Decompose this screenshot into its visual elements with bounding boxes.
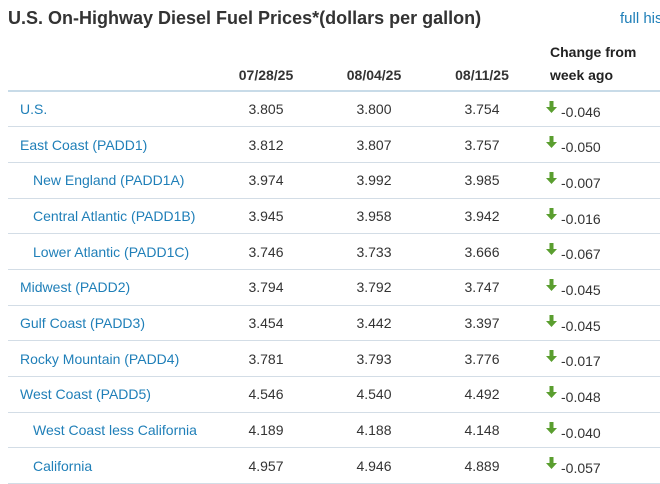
down-arrow-icon <box>546 136 557 149</box>
change-cell: -0.007 <box>536 162 660 198</box>
change-cell: -0.057 <box>536 448 660 484</box>
region-link[interactable]: West Coast (PADD5) <box>20 386 151 403</box>
table-row: Central Atlantic (PADD1B) 3.945 3.958 3.942… <box>8 198 660 234</box>
change-value: -0.016 <box>561 210 601 227</box>
price-cell: 4.492 <box>464 386 500 403</box>
price-cell: 3.754 <box>464 101 500 118</box>
change-cell: -0.046 <box>536 91 660 127</box>
price-cell: 4.189 <box>248 422 284 439</box>
price-cell: 3.776 <box>464 350 500 367</box>
change-cell: -0.045 <box>536 269 660 305</box>
down-arrow-icon <box>546 385 557 398</box>
price-cell: 3.958 <box>356 207 392 224</box>
price-cell: 4.957 <box>248 457 284 474</box>
price-cell: 3.794 <box>248 279 284 296</box>
table-row: Midwest (PADD2) 3.794 3.792 3.747 -0.045 <box>8 269 660 306</box>
down-arrow-icon <box>546 278 557 291</box>
region-link[interactable]: California <box>33 457 93 474</box>
change-value: -0.045 <box>561 317 601 334</box>
price-cell: 3.812 <box>248 136 284 153</box>
change-value: -0.045 <box>561 281 601 298</box>
change-cell: -0.016 <box>536 198 660 234</box>
down-arrow-icon <box>546 207 557 220</box>
region-link[interactable]: New England (PADD1A) <box>33 172 185 189</box>
table-row: East Coast (PADD1) 3.812 3.807 3.757 -0.050 <box>8 127 660 163</box>
change-header-line2: week ago <box>536 60 660 92</box>
region-link[interactable]: Gulf Coast (PADD3) <box>20 314 145 331</box>
price-cell: 4.148 <box>464 422 500 439</box>
change-value: -0.007 <box>561 174 601 191</box>
price-cell: 3.793 <box>356 350 392 367</box>
table-row: New England (PADD1A) 3.974 3.992 3.985 -0.00… <box>8 162 660 199</box>
change-value: -0.050 <box>561 139 601 156</box>
region-link[interactable]: Midwest (PADD2) <box>20 279 131 296</box>
change-cell: -0.067 <box>536 234 660 270</box>
down-arrow-icon <box>546 100 557 113</box>
price-cell: 3.733 <box>356 243 392 260</box>
price-cell: 3.992 <box>356 172 392 189</box>
price-cell: 3.397 <box>464 314 500 331</box>
header-empty <box>8 36 212 60</box>
region-link[interactable]: West Coast less California <box>33 422 197 439</box>
price-cell: 3.800 <box>356 101 392 118</box>
price-cell: 3.454 <box>248 314 284 331</box>
table-row: Rocky Mountain (PADD4) 3.781 3.793 3.776 -0.… <box>8 341 660 377</box>
down-arrow-icon <box>546 314 557 327</box>
region-link[interactable]: Rocky Mountain (PADD4) <box>20 350 180 367</box>
change-cell: -0.045 <box>536 305 660 341</box>
table-row: West Coast less California 4.189 4.188 4.14… <box>8 412 660 448</box>
change-value: -0.067 <box>561 246 601 263</box>
down-arrow-icon <box>546 421 557 434</box>
price-cell: 3.781 <box>248 350 284 367</box>
price-cell: 3.792 <box>356 279 392 296</box>
down-arrow-icon <box>546 350 557 363</box>
price-cell: 3.945 <box>248 207 284 224</box>
diesel-prices-table: Change from 07/28/25 08/04/25 08/11/25 w… <box>8 36 660 484</box>
column-header-date: 08/04/25 <box>320 60 428 92</box>
table-row: Gulf Coast (PADD3) 3.454 3.442 3.397 -0.045 <box>8 305 660 341</box>
price-cell: 3.942 <box>464 207 500 224</box>
change-value: -0.017 <box>561 353 601 370</box>
region-link[interactable]: Central Atlantic (PADD1B) <box>33 207 196 224</box>
change-value: -0.048 <box>561 388 601 405</box>
price-cell: 3.974 <box>248 172 284 189</box>
change-cell: -0.040 <box>536 412 660 448</box>
price-cell: 3.985 <box>464 172 500 189</box>
change-value: -0.046 <box>561 103 601 120</box>
price-cell: 3.746 <box>248 243 284 260</box>
change-value: -0.040 <box>561 424 601 441</box>
price-cell: 3.805 <box>248 101 284 118</box>
table-row: U.S. 3.805 3.800 3.754 -0.046 <box>8 91 660 127</box>
price-cell: 3.807 <box>356 136 392 153</box>
region-link[interactable]: U.S. <box>20 101 48 118</box>
column-header-date: 07/28/25 <box>212 60 320 92</box>
price-cell: 4.889 <box>464 457 500 474</box>
price-cell: 3.442 <box>356 314 392 331</box>
table-row: West Coast (PADD5) 4.546 4.540 4.492 -0.048 <box>8 377 660 413</box>
price-cell: 3.747 <box>464 279 500 296</box>
price-cell: 3.666 <box>464 243 500 260</box>
price-cell: 4.946 <box>356 457 392 474</box>
region-link[interactable]: East Coast (PADD1) <box>20 136 148 153</box>
change-header-line1: Change from <box>550 44 637 60</box>
price-cell: 4.188 <box>356 422 392 439</box>
price-cell: 4.540 <box>356 386 392 403</box>
change-cell: -0.048 <box>536 377 660 413</box>
page-title: U.S. On-Highway Diesel Fuel Prices*(doll… <box>8 8 482 28</box>
down-arrow-icon <box>546 171 557 184</box>
price-cell: 4.546 <box>248 386 284 403</box>
table-row: California 4.957 4.946 4.889 -0.057 <box>8 448 660 484</box>
full-history-link[interactable]: full his <box>620 10 660 27</box>
column-header-date: 08/11/25 <box>428 60 536 92</box>
down-arrow-icon <box>546 457 557 470</box>
region-link[interactable]: Lower Atlantic (PADD1C) <box>33 243 190 260</box>
change-cell: -0.017 <box>536 341 660 377</box>
down-arrow-icon <box>546 243 557 256</box>
change-value: -0.057 <box>561 460 601 477</box>
table-row: Lower Atlantic (PADD1C) 3.746 3.733 3.666 -0… <box>8 234 660 270</box>
price-cell: 3.757 <box>464 136 500 153</box>
change-cell: -0.050 <box>536 127 660 163</box>
